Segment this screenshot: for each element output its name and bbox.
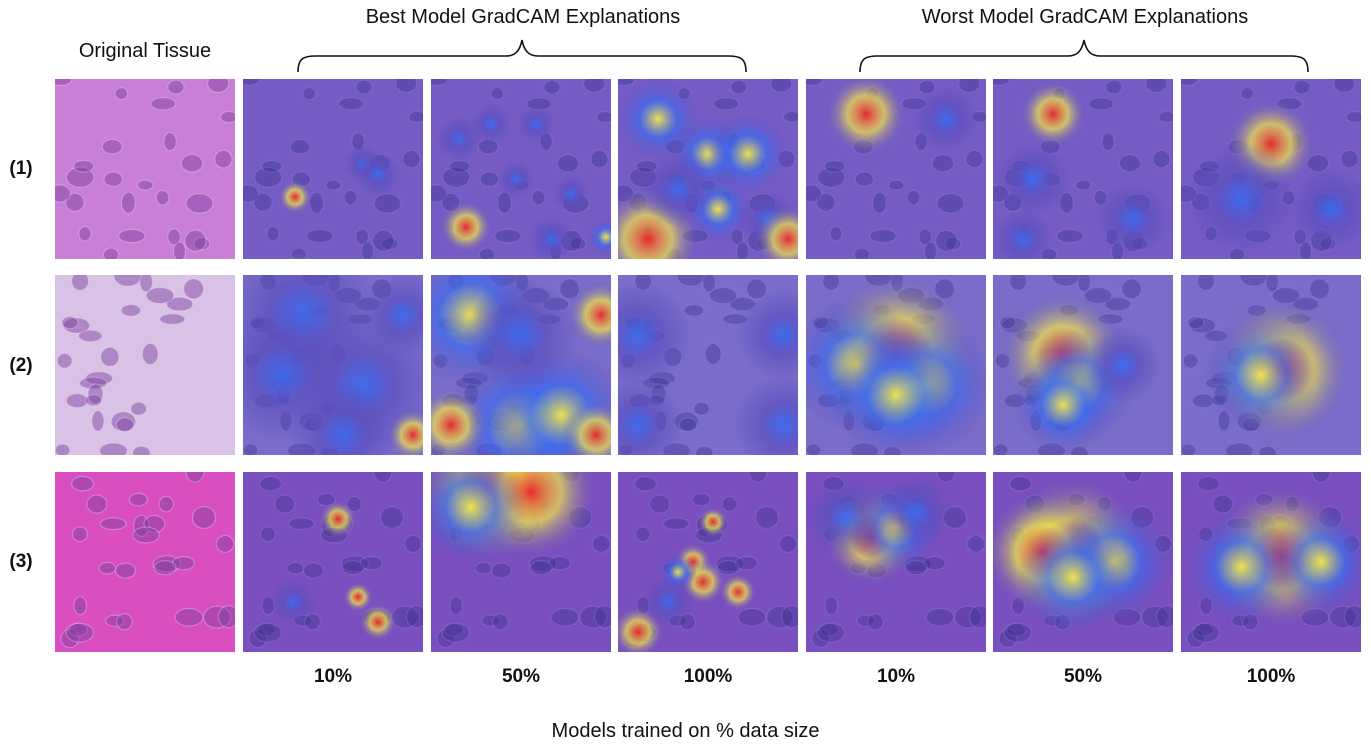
worst-model-gradcam-image bbox=[993, 275, 1173, 455]
col-label-best-50: 50% bbox=[501, 666, 541, 687]
best-model-gradcam-image bbox=[431, 275, 611, 455]
col-label-worst-50: 50% bbox=[1063, 666, 1103, 687]
worst-model-gradcam-image bbox=[806, 472, 986, 652]
col-label-best-10: 10% bbox=[313, 666, 353, 687]
col-label-best-100: 100% bbox=[683, 666, 733, 687]
worst-model-gradcam-image bbox=[993, 79, 1173, 259]
original-tissue-title: Original Tissue bbox=[78, 40, 212, 62]
best-model-gradcam-image bbox=[243, 79, 423, 259]
col-label-worst-10: 10% bbox=[876, 666, 916, 687]
best-model-gradcam-image bbox=[243, 472, 423, 652]
row-label-1: (1) bbox=[9, 158, 33, 179]
worst-model-gradcam-image bbox=[806, 79, 986, 259]
worst-model-gradcam-image bbox=[993, 472, 1173, 652]
worst-model-gradcam-image bbox=[1181, 275, 1361, 455]
best-model-gradcam-image bbox=[431, 79, 611, 259]
original-tissue-image bbox=[55, 79, 235, 259]
col-label-worst-100: 100% bbox=[1246, 666, 1296, 687]
worst-model-gradcam-image bbox=[1181, 472, 1361, 652]
original-tissue-image bbox=[55, 275, 235, 455]
x-axis-title: Models trained on % data size bbox=[551, 720, 820, 742]
best-model-gradcam-image bbox=[431, 472, 611, 652]
row-label-3: (3) bbox=[9, 551, 33, 572]
original-tissue-image bbox=[55, 472, 235, 652]
row-label-2: (2) bbox=[9, 355, 33, 376]
worst-model-gradcam-image bbox=[806, 275, 986, 455]
best-group-brace bbox=[297, 39, 747, 73]
best-model-gradcam-image bbox=[618, 472, 798, 652]
best-model-gradcam-image bbox=[243, 275, 423, 455]
best-model-gradcam-image bbox=[618, 79, 798, 259]
worst-model-group-title: Worst Model GradCAM Explanations bbox=[921, 6, 1249, 28]
best-model-gradcam-image bbox=[618, 275, 798, 455]
best-model-group-title: Best Model GradCAM Explanations bbox=[365, 6, 681, 28]
worst-group-brace bbox=[859, 39, 1309, 73]
worst-model-gradcam-image bbox=[1181, 79, 1361, 259]
